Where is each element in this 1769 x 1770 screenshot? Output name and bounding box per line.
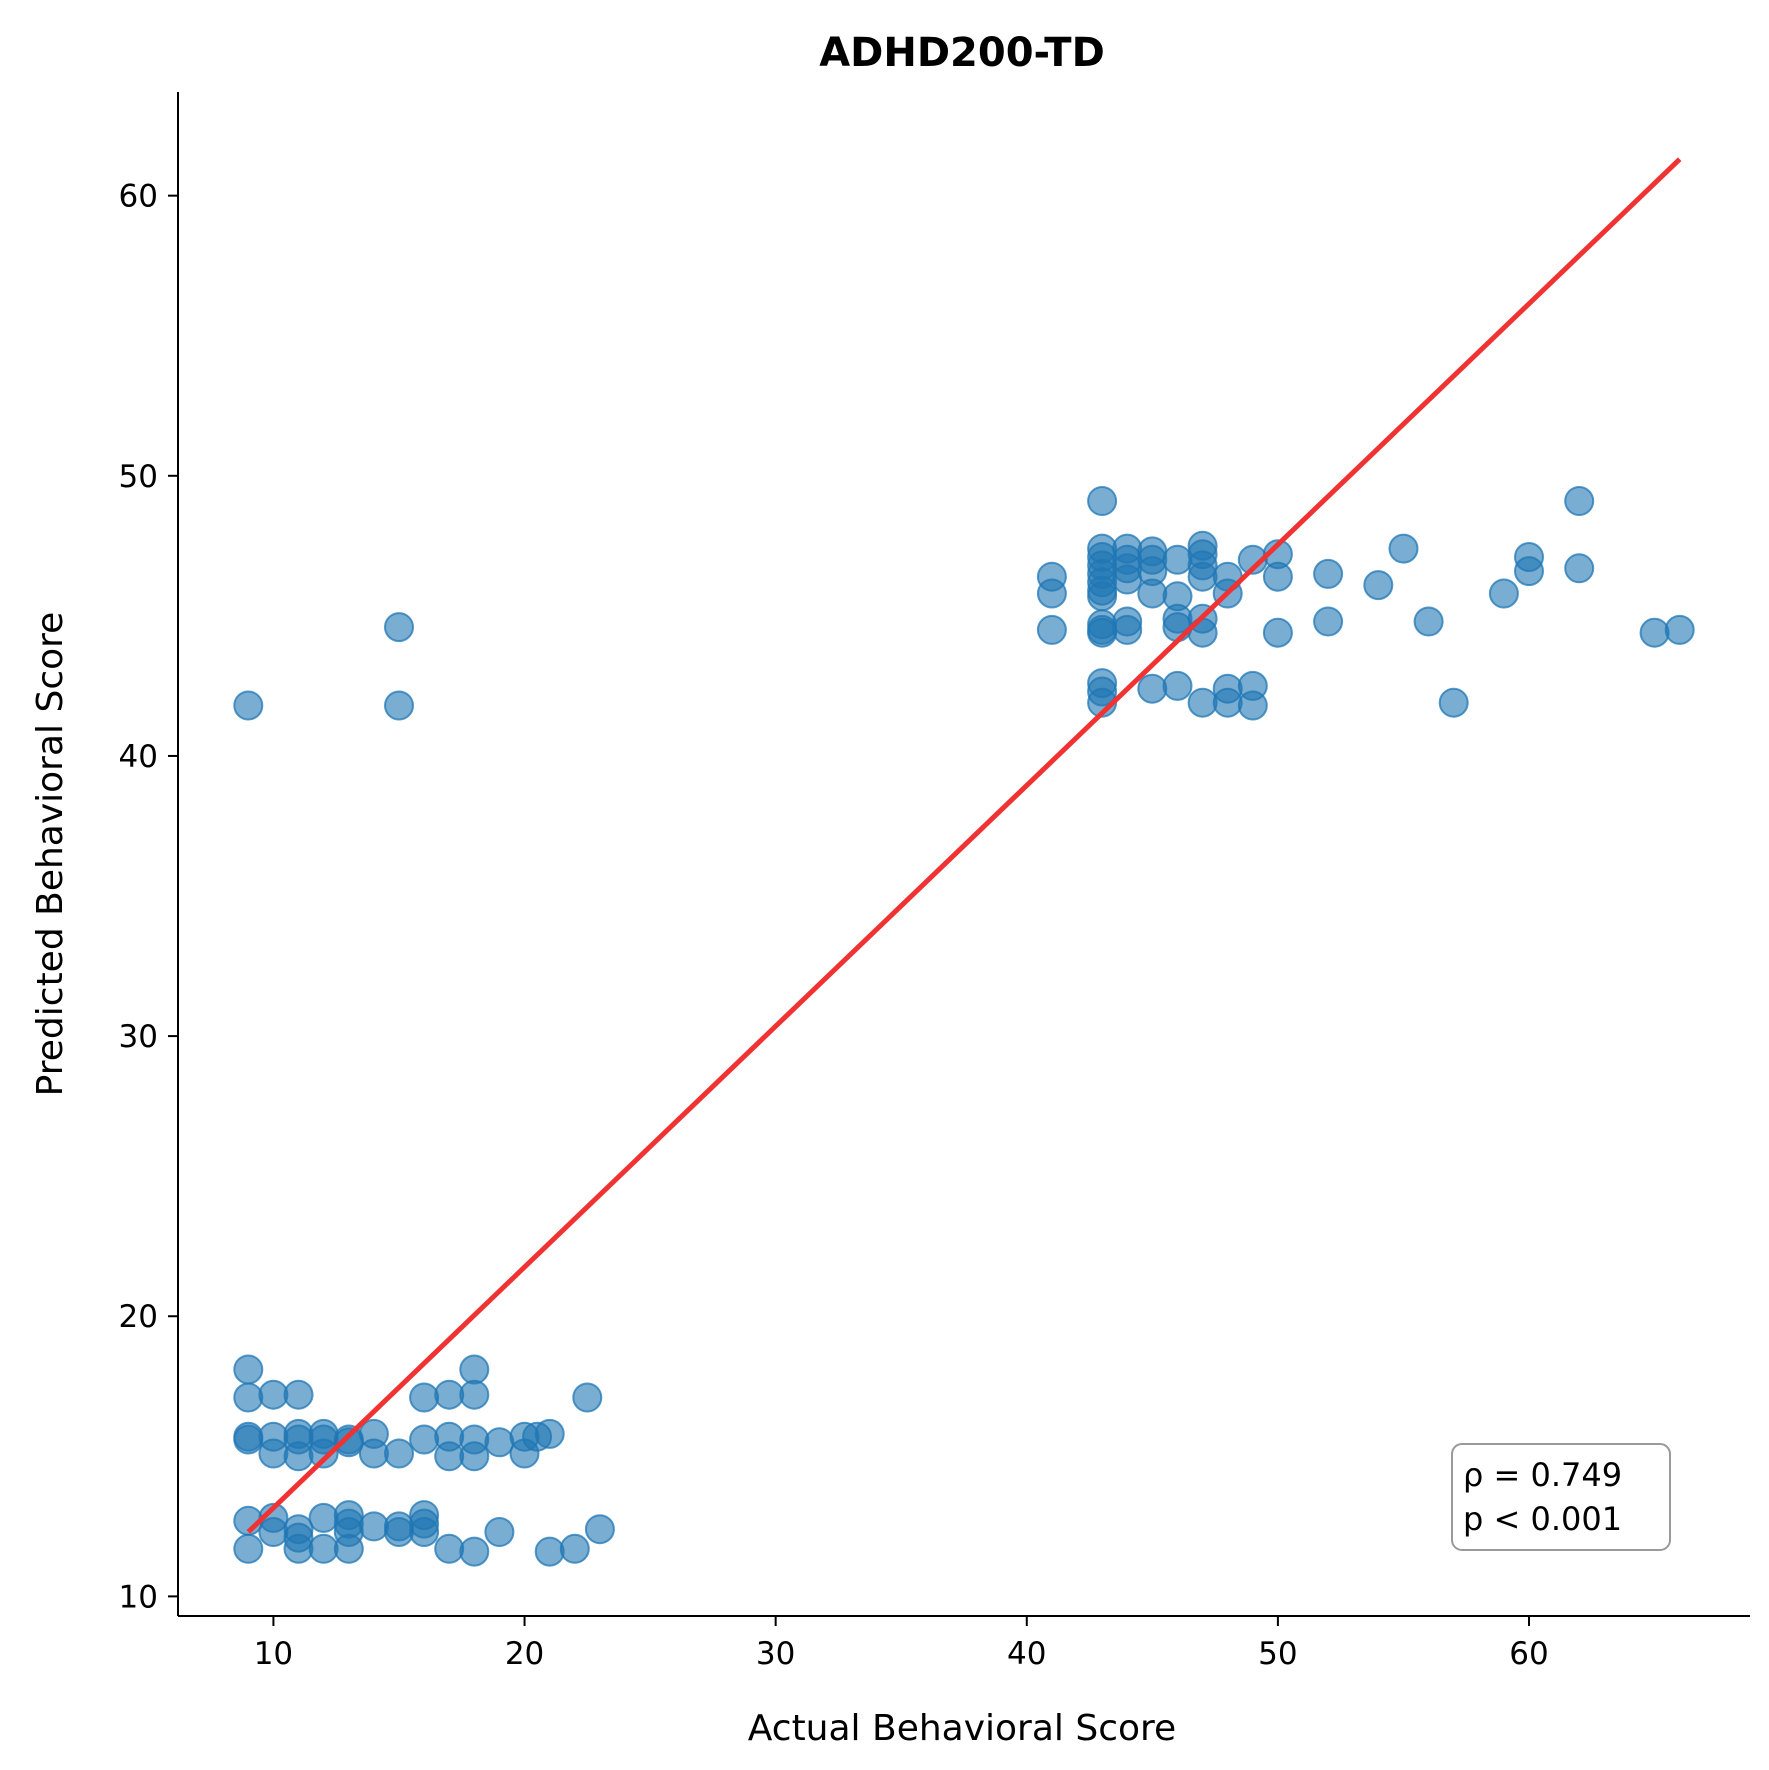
data-point [308, 1438, 339, 1469]
x-tick-label: 10 [254, 1636, 293, 1672]
y-tick-label: 60 [119, 179, 158, 215]
data-point [1363, 570, 1394, 601]
data-point [1112, 614, 1143, 645]
data-point [1237, 690, 1268, 721]
data-point [358, 1438, 389, 1469]
data-point [1212, 687, 1243, 718]
data-point [1036, 578, 1067, 609]
data-point [534, 1536, 565, 1567]
data-point [434, 1441, 465, 1472]
stats-rho: ρ = 0.749 [1463, 1456, 1622, 1494]
regression-line [246, 157, 1682, 1534]
data-point [409, 1517, 440, 1547]
y-tick-label: 20 [119, 1299, 158, 1335]
x-tick-label: 20 [505, 1636, 544, 1672]
data-point [1488, 578, 1519, 609]
data-point [233, 1382, 264, 1413]
chart-title: ADHD200-TD [819, 30, 1105, 76]
y-tick-label: 10 [119, 1579, 158, 1615]
x-tick-label: 30 [756, 1636, 795, 1672]
data-point [384, 1517, 414, 1547]
data-point [1087, 581, 1118, 612]
stats-p-value: p < 0.001 [1463, 1500, 1622, 1538]
data-point [1162, 612, 1193, 643]
data-point [233, 1533, 264, 1564]
data-point [1087, 617, 1118, 648]
y-tick-label: 50 [119, 459, 158, 495]
data-point [233, 1354, 264, 1385]
data-point [484, 1517, 515, 1547]
data-point [409, 1424, 440, 1455]
data-point [559, 1533, 590, 1564]
data-point [459, 1441, 490, 1472]
data-point [308, 1533, 339, 1564]
data-point [409, 1382, 440, 1413]
data-point [1262, 561, 1293, 592]
data-point [358, 1511, 389, 1542]
data-point [1262, 617, 1293, 648]
x-tick-label: 60 [1509, 1636, 1548, 1672]
x-axis-label: Actual Behavioral Score [748, 1708, 1176, 1749]
data-point [308, 1502, 339, 1533]
data-point [459, 1536, 490, 1567]
y-tick-label: 40 [119, 739, 158, 775]
regression-line-layer [246, 157, 1682, 1534]
data-point [258, 1379, 289, 1410]
data-point [384, 1438, 414, 1469]
data-point [1162, 544, 1193, 575]
data-point [1036, 614, 1067, 645]
data-point [1313, 606, 1344, 637]
data-point [283, 1533, 314, 1564]
data-point [572, 1382, 603, 1413]
data-point [1388, 533, 1419, 564]
y-axis-ticks: 10 20 30 40 50 60 [119, 179, 178, 1615]
data-point [1187, 687, 1218, 718]
stats-box [1451, 1443, 1671, 1551]
data-point [1514, 556, 1544, 587]
data-point [484, 1427, 515, 1458]
data-point [258, 1438, 289, 1469]
data-point [1564, 486, 1595, 516]
data-point [584, 1514, 615, 1545]
data-point [459, 1379, 490, 1410]
data-point [1413, 606, 1444, 637]
data-point [233, 690, 264, 721]
data-point [384, 612, 414, 643]
data-point [1112, 564, 1143, 595]
data-point [233, 1424, 264, 1455]
data-point [1564, 553, 1595, 584]
data-point [1438, 687, 1469, 718]
data-point [1137, 578, 1168, 609]
data-point [1639, 617, 1670, 648]
data-point [283, 1379, 314, 1410]
stats-annotation: ρ = 0.749 p < 0.001 [1451, 1443, 1671, 1551]
data-point [1162, 670, 1193, 701]
data-point [434, 1379, 465, 1410]
data-point [434, 1533, 465, 1564]
data-point [459, 1354, 490, 1385]
data-point [1313, 558, 1344, 589]
data-point [1187, 561, 1218, 592]
y-tick-label: 30 [119, 1019, 158, 1055]
x-tick-label: 50 [1258, 1636, 1297, 1672]
data-point [1087, 486, 1118, 516]
data-point [333, 1533, 364, 1564]
data-point [283, 1441, 314, 1472]
x-axis-ticks: 10 20 30 40 50 60 [254, 1616, 1549, 1672]
data-point [258, 1517, 289, 1547]
data-point [384, 690, 414, 721]
data-point [1664, 614, 1695, 645]
y-axis-label: Predicted Behavioral Score [30, 612, 71, 1097]
data-point [1137, 673, 1168, 704]
data-point [534, 1418, 565, 1449]
x-tick-label: 40 [1007, 1636, 1046, 1672]
